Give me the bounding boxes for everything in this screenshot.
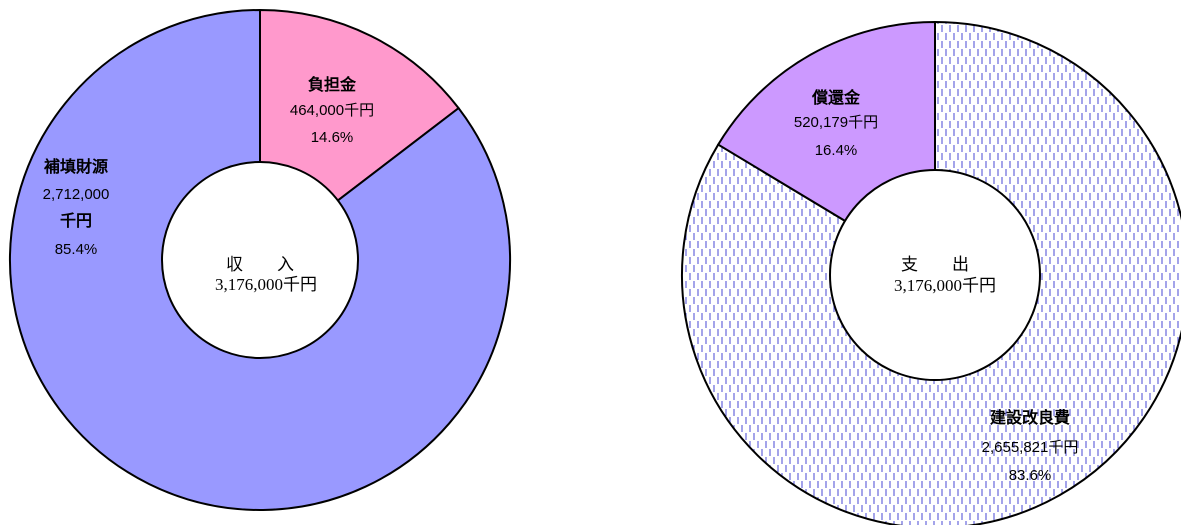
slice-kensetsu-kairyohi-amount: 2,655,821千円	[982, 439, 1079, 456]
slice-hoten-zaigen-unit: 千円	[60, 212, 92, 230]
income-center-label: 収 入	[226, 255, 294, 274]
slice-futankin-percent: 14.6%	[311, 129, 354, 146]
slice-hoten-zaigen-name: 補填財源	[43, 157, 108, 176]
expenditure-donut-chart: 支 出 3,176,000千円 償還金 520,179千円 16.4% 建設改良…	[681, 21, 1181, 525]
slice-kensetsu-kairyohi-percent: 83.6%	[1009, 467, 1052, 484]
income-donut-hole	[161, 161, 359, 359]
income-donut-chart: 収 入 3,176,000千円 負担金 464,000千円 14.6% 補填財源…	[9, 9, 511, 511]
slice-hoten-zaigen-percent: 85.4%	[55, 241, 98, 258]
slice-futankin-amount: 464,000千円	[290, 102, 374, 119]
slice-futankin-name: 負担金	[308, 75, 357, 94]
expenditure-center-label: 支 出	[901, 255, 969, 274]
expenditure-total-label: 3,176,000千円	[894, 276, 996, 295]
slice-hoten-zaigen-amount: 2,712,000	[43, 186, 110, 203]
slice-kensetsu-kairyohi-name: 建設改良費	[990, 408, 1070, 427]
slice-shokankin-percent: 16.4%	[815, 142, 858, 159]
expenditure-donut-hole	[829, 169, 1041, 381]
income-total-label: 3,176,000千円	[215, 275, 317, 294]
slice-shokankin-name: 償還金	[811, 88, 861, 107]
slice-shokankin-amount: 520,179千円	[794, 114, 878, 131]
